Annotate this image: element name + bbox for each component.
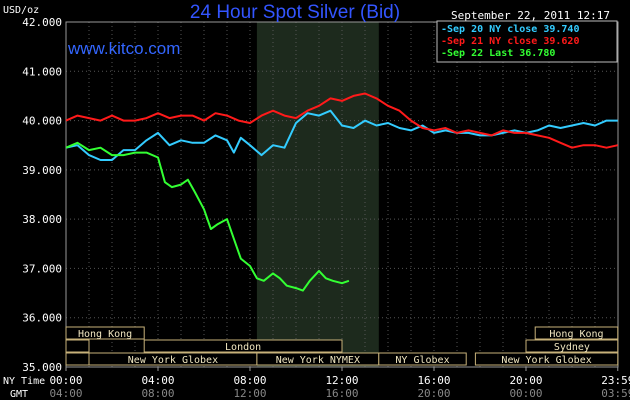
ny-time-label: NY Time <box>3 376 45 387</box>
trading-sessions: Hong Kong Hong Kong London Sydney New York G… <box>65 326 619 366</box>
x-tick-label-ny: 08:00 <box>233 374 266 387</box>
x-tick-label-gmt: 12:00 <box>233 387 266 400</box>
session-box <box>143 339 343 353</box>
x-tick-label-gmt: 04:00 <box>49 387 82 400</box>
x-tick-label-ny: 16:00 <box>417 374 450 387</box>
y-axis-unit-label: USD/oz <box>3 5 39 16</box>
x-tick-label-gmt: 20:00 <box>417 387 450 400</box>
session-box <box>65 339 90 353</box>
axes: 35.000 36.000 37.000 38.000 39.000 40.000 41.0… <box>22 16 630 400</box>
plot-area <box>65 21 619 368</box>
x-tick-label-gmt: 16:00 <box>325 387 358 400</box>
y-tick-label: 36.000 <box>22 312 62 325</box>
x-tick-label-gmt: 00:00 <box>509 387 542 400</box>
y-tick-label: 40.000 <box>22 115 62 128</box>
gmt-label: GMT <box>10 389 28 400</box>
y-tick-label: 42.000 <box>22 16 62 29</box>
y-tick-label: 35.000 <box>22 361 62 374</box>
legend-entry: -Sep 20 NY close 39.740 <box>441 24 579 35</box>
x-tick-label-gmt: 03:59 <box>601 387 630 400</box>
session-box <box>474 352 619 366</box>
nymex-session-shading <box>256 22 379 367</box>
source-watermark: www.kitco.com <box>67 39 180 58</box>
session-label: Sydney <box>554 342 590 353</box>
legend-box <box>436 20 618 63</box>
y-tick-label: 37.000 <box>22 262 62 275</box>
chart-timestamp: September 22, 2011 12:17 <box>451 9 610 22</box>
legend-entry: -Sep 22 Last 36.780 <box>441 48 555 59</box>
session-label: Hong Kong <box>549 329 603 340</box>
session-label: Hong Kong <box>78 329 132 340</box>
legend: -Sep 20 NY close 39.740-Sep 21 NY close … <box>436 20 618 63</box>
x-tick-label-ny: 20:00 <box>509 374 542 387</box>
session-label: New York NYMEX <box>276 355 360 366</box>
x-tick-label-ny: 23:59 <box>601 374 630 387</box>
y-tick-label: 39.000 <box>22 164 62 177</box>
y-tick-label: 41.000 <box>22 65 62 78</box>
chart-title: 24 Hour Spot Silver (Bid) <box>190 2 400 23</box>
legend-entry: -Sep 21 NY close 39.620 <box>441 36 579 47</box>
session-label: London <box>225 342 261 353</box>
session-box <box>525 339 619 353</box>
x-tick-label-ny: 00:00 <box>49 374 82 387</box>
session-label: New York Globex <box>128 355 218 366</box>
series-line-3 <box>65 141 350 292</box>
session-box <box>65 326 145 340</box>
y-tick-label: 38.000 <box>22 213 62 226</box>
session-label: NY Globex <box>395 355 449 366</box>
x-tick-label-ny: 04:00 <box>141 374 174 387</box>
x-tick-label-gmt: 08:00 <box>141 387 174 400</box>
session-box <box>378 352 467 366</box>
session-label: New York Globex <box>501 355 591 366</box>
x-tick-label-ny: 12:00 <box>325 374 358 387</box>
series-line-2 <box>65 92 619 149</box>
session-box <box>534 326 619 340</box>
session-box <box>65 352 90 366</box>
